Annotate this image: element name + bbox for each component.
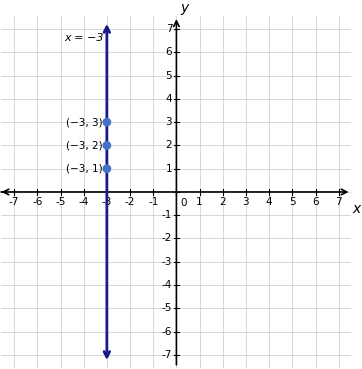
- Text: 5: 5: [165, 70, 172, 81]
- Point: [104, 119, 110, 125]
- Text: x: x: [353, 203, 361, 217]
- Text: (−3, 3): (−3, 3): [66, 117, 103, 127]
- Text: 4: 4: [165, 94, 172, 104]
- Text: 1: 1: [196, 197, 203, 207]
- Text: 0: 0: [180, 198, 186, 208]
- Text: -1: -1: [162, 210, 172, 220]
- Text: 6: 6: [165, 47, 172, 58]
- Text: -2: -2: [125, 197, 135, 207]
- Text: 2: 2: [165, 141, 172, 151]
- Text: 2: 2: [219, 197, 226, 207]
- Text: 7: 7: [165, 24, 172, 34]
- Text: -7: -7: [9, 197, 19, 207]
- Point: [104, 166, 110, 172]
- Text: -6: -6: [162, 327, 172, 337]
- Text: 7: 7: [335, 197, 342, 207]
- Text: 3: 3: [243, 197, 249, 207]
- Text: -4: -4: [162, 280, 172, 290]
- Text: -6: -6: [32, 197, 42, 207]
- Text: 3: 3: [165, 117, 172, 127]
- Text: 1: 1: [165, 164, 172, 174]
- Text: -3: -3: [102, 197, 112, 207]
- Text: -1: -1: [148, 197, 159, 207]
- Text: x = −3: x = −3: [64, 34, 104, 44]
- Text: -5: -5: [162, 303, 172, 313]
- Text: (−3, 1): (−3, 1): [66, 164, 103, 174]
- Text: -2: -2: [162, 234, 172, 244]
- Text: 6: 6: [312, 197, 319, 207]
- Text: -3: -3: [162, 257, 172, 267]
- Text: (−3, 2): (−3, 2): [66, 141, 103, 151]
- Text: y: y: [180, 1, 188, 15]
- Point: [104, 142, 110, 148]
- Text: -7: -7: [162, 350, 172, 360]
- Text: 4: 4: [266, 197, 273, 207]
- Text: 5: 5: [289, 197, 296, 207]
- Text: -5: -5: [55, 197, 66, 207]
- Text: -4: -4: [79, 197, 89, 207]
